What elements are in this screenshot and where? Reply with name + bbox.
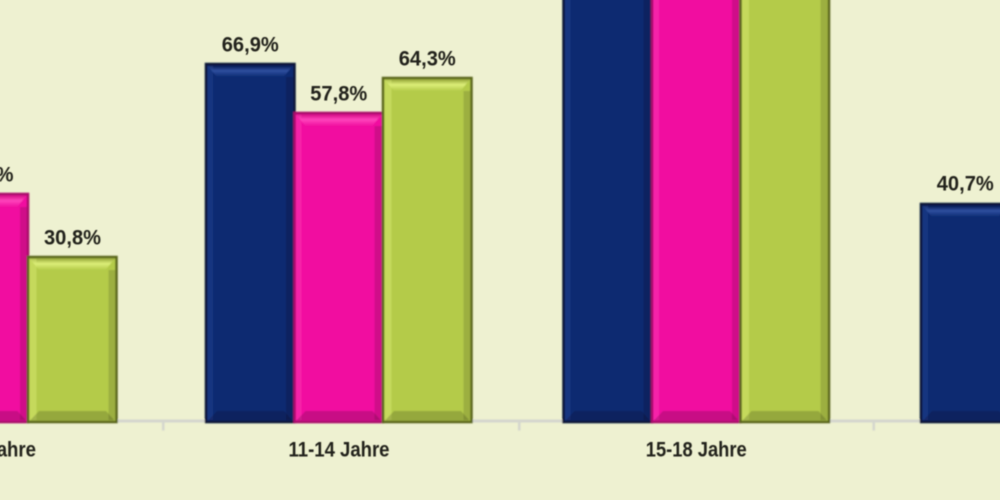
svg-text:7-10 Jahre: 7-10 Jahre — [0, 439, 36, 462]
svg-text:64,3%: 64,3% — [399, 47, 456, 70]
svg-text:57,8%: 57,8% — [310, 82, 367, 105]
svg-text:42,3%: 42,3% — [0, 163, 14, 186]
svg-text:30,8%: 30,8% — [44, 226, 101, 249]
svg-text:40,7%: 40,7% — [937, 172, 994, 195]
svg-text:66,9%: 66,9% — [222, 33, 279, 56]
svg-text:11-14 Jahre: 11-14 Jahre — [289, 439, 390, 462]
svg-text:15-18 Jahre: 15-18 Jahre — [646, 439, 747, 462]
